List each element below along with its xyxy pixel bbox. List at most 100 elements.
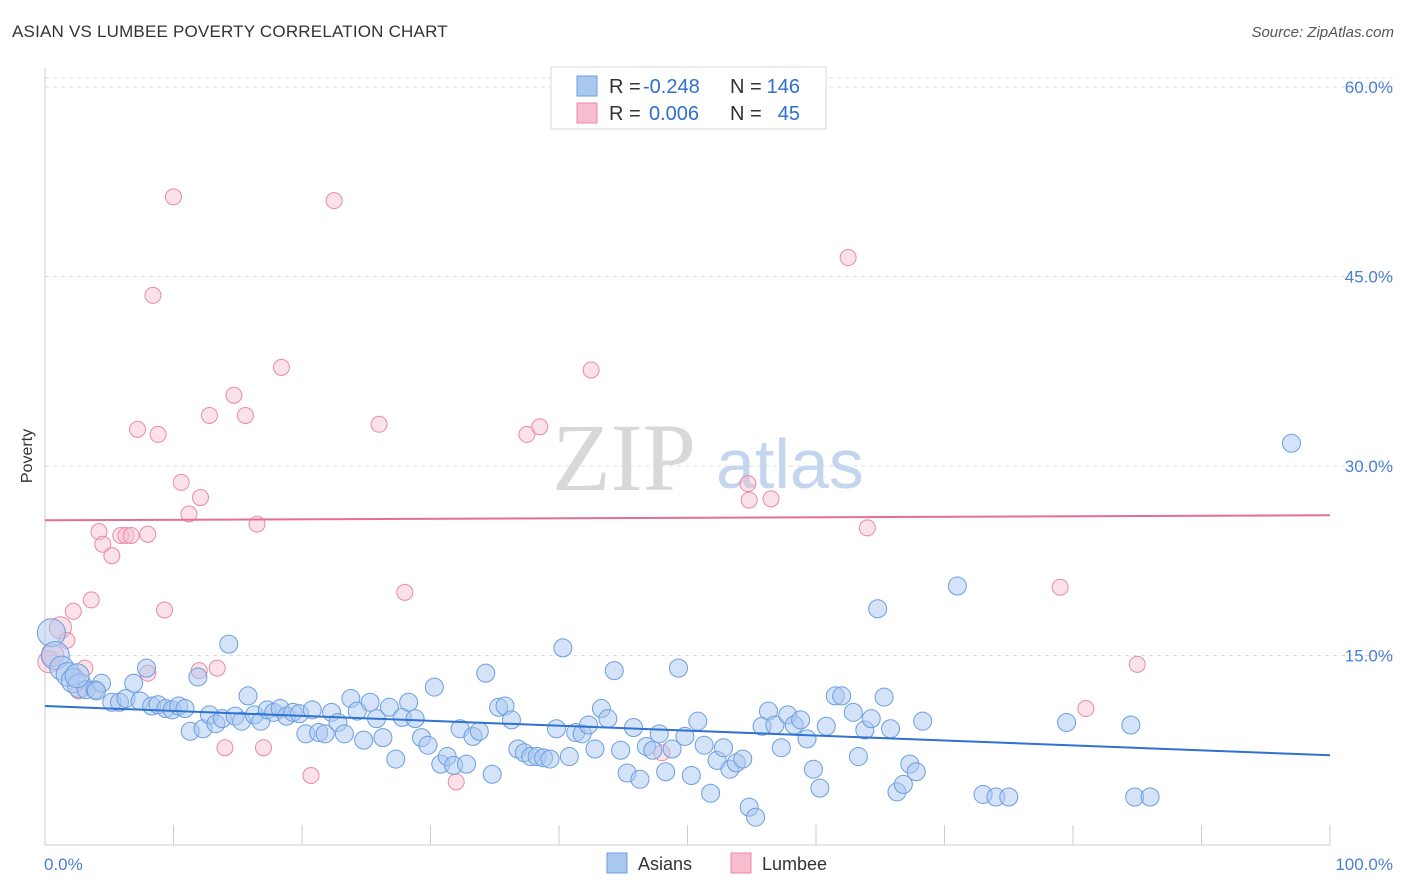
lumbee-point	[117, 526, 135, 544]
series-legend-swatch-asians	[606, 852, 628, 874]
asian-point	[999, 787, 1019, 807]
asian-point	[843, 702, 863, 722]
asian-point	[124, 673, 144, 693]
lumbee-point	[94, 535, 112, 553]
grid-lines	[45, 77, 1393, 656]
asian-point	[476, 663, 496, 683]
series-legend-label-lumbee: Lumbee	[762, 854, 827, 874]
asian-point	[1057, 712, 1077, 732]
asian-point	[334, 724, 354, 744]
asian-point	[675, 726, 695, 746]
asian-point	[379, 697, 399, 717]
asian-point	[559, 747, 579, 767]
lumbee-point	[325, 192, 343, 210]
correlation-legend: R = -0.248 N = 146 R = 0.006 N = 45	[550, 66, 827, 130]
lumbee-point	[144, 286, 162, 304]
asian-point	[354, 730, 374, 750]
legend-r-value-lumbee: 0.006	[649, 103, 699, 125]
x-tick-label-min: 0.0%	[44, 855, 83, 874]
lumbee-point	[272, 358, 290, 376]
legend-n-label-lumbee: N =	[730, 103, 762, 125]
asian-point	[1121, 715, 1141, 735]
lumbee-point	[64, 602, 82, 620]
asian-point	[175, 699, 195, 719]
asian-point	[681, 766, 701, 786]
asian-point	[1140, 787, 1160, 807]
lumbee-point	[1128, 655, 1146, 673]
y-tick-label: 15.0%	[1345, 646, 1393, 665]
asian-point	[688, 711, 708, 731]
lumbee-point	[165, 188, 182, 206]
asian-point	[771, 738, 791, 758]
watermark: ZIP atlas	[552, 404, 864, 511]
asian-point	[611, 740, 631, 760]
lumbee-point	[156, 601, 174, 619]
series-legend: Asians Lumbee	[606, 852, 827, 874]
asian-point	[405, 709, 425, 729]
legend-swatch-lumbee	[576, 102, 598, 124]
asian-point	[881, 719, 901, 739]
y-tick-label: 45.0%	[1345, 267, 1393, 286]
lumbee-trend-line	[44, 514, 1331, 522]
lumbee-point	[302, 767, 320, 785]
asian-point	[501, 710, 521, 730]
lumbee-point	[191, 489, 209, 507]
asian-point	[694, 735, 714, 755]
asian-point	[746, 807, 766, 827]
asian-point	[585, 739, 605, 759]
asian-point	[424, 677, 444, 697]
asian-point	[832, 686, 852, 706]
asian-point	[482, 764, 502, 784]
y-tick-labels: 15.0% 30.0% 45.0% 60.0%	[1345, 78, 1393, 666]
asian-point	[906, 762, 926, 782]
lumbee-point	[122, 526, 140, 544]
asian-point	[733, 749, 753, 769]
lumbee-point	[370, 415, 388, 433]
asian-point	[662, 739, 682, 759]
y-tick-label: 60.0%	[1345, 78, 1393, 97]
lumbee-point	[200, 406, 218, 424]
asian-point	[913, 711, 933, 731]
asian-point	[302, 700, 322, 720]
lumbee-point	[518, 425, 536, 443]
lumbee-point	[139, 525, 157, 543]
lumbee-point	[740, 491, 758, 509]
lumbee-point	[129, 420, 147, 438]
legend-n-value-asians: 146	[767, 76, 800, 98]
lumbee-point	[447, 773, 465, 791]
lumbee-point	[739, 475, 757, 493]
lumbee-point	[531, 418, 549, 436]
asian-point	[701, 783, 721, 803]
legend-swatch-asians	[576, 75, 598, 97]
lumbee-point	[149, 425, 167, 443]
asian-point	[86, 681, 106, 701]
asian-point	[219, 634, 239, 654]
asian-point	[669, 658, 689, 678]
lumbee-point	[254, 739, 272, 757]
asian-point	[238, 686, 258, 706]
lumbee-point	[225, 386, 243, 404]
asian-point	[868, 599, 888, 619]
legend-r-value-asians: -0.248	[643, 76, 700, 98]
legend-n-label-asians: N =	[730, 76, 762, 98]
asian-point	[947, 576, 967, 596]
lumbee-point	[396, 583, 414, 601]
asian-point	[418, 735, 438, 755]
lumbee-point	[858, 519, 876, 537]
axes	[44, 68, 1331, 846]
asian-point	[861, 709, 881, 729]
lumbee-point	[236, 406, 254, 424]
asian-point	[810, 778, 830, 798]
asian-point	[373, 728, 393, 748]
lumbee-point	[582, 361, 600, 379]
lumbee-point	[172, 473, 190, 491]
asian-point	[579, 715, 599, 735]
asian-point	[188, 667, 208, 687]
legend-r-label-lumbee: R =	[609, 103, 641, 125]
lumbee-point	[112, 526, 130, 544]
asian-point	[797, 729, 817, 749]
series-legend-swatch-lumbee	[730, 852, 752, 874]
lumbee-point	[103, 547, 121, 565]
asian-point	[315, 724, 335, 744]
